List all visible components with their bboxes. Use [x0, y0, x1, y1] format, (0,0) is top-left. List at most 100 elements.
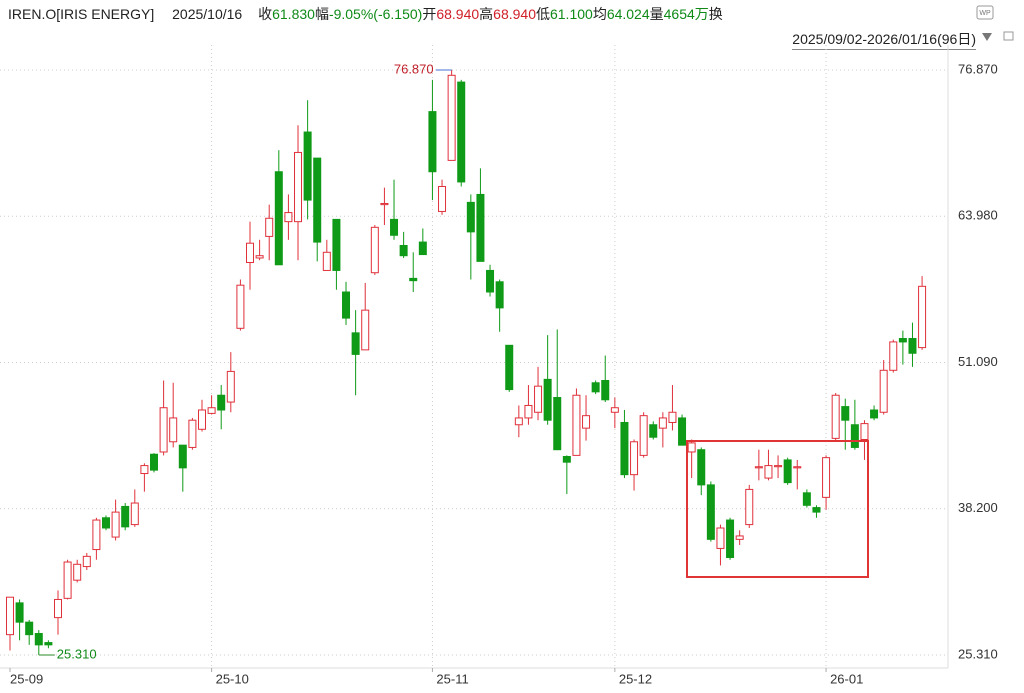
candle-body	[908, 338, 917, 354]
field-value: 61.100	[549, 6, 593, 22]
candle-body	[236, 284, 245, 329]
candle-body	[639, 415, 648, 456]
lock-icon[interactable]	[1003, 31, 1014, 41]
date-range[interactable]: 2025/09/02-2026/01/16(96日)	[792, 29, 976, 50]
candle-body	[5, 596, 14, 636]
candle-body	[418, 241, 427, 256]
candle-body	[831, 394, 840, 439]
candle-body	[524, 404, 533, 419]
candle-body	[399, 244, 408, 257]
min-label: 25.310	[57, 646, 97, 661]
candle-body	[82, 555, 91, 568]
candle-body	[457, 81, 466, 183]
field-label: 高	[479, 6, 494, 22]
field-label: 收	[258, 6, 273, 22]
candle-body	[73, 563, 82, 581]
candle-body	[697, 449, 706, 486]
candle-body	[678, 417, 687, 446]
field-label: 低	[535, 6, 550, 22]
candle-body	[620, 421, 629, 476]
candle-body	[53, 598, 62, 619]
candle-body	[361, 309, 370, 351]
candle-body	[783, 459, 792, 484]
candle-body	[149, 453, 158, 471]
candle-body	[889, 341, 898, 371]
candle-body	[726, 519, 735, 558]
quote-header: IREN.O[IRIS ENERGY] 2025/10/16 收61.830幅-…	[8, 4, 723, 24]
candle-body	[438, 185, 447, 212]
max-label: 76.870	[394, 61, 434, 76]
candle-body	[322, 251, 331, 271]
candle-body	[428, 111, 437, 173]
candle-body	[409, 277, 418, 282]
x-tick-label: 26-01	[830, 671, 863, 686]
candle-body	[169, 417, 178, 443]
candle-body	[274, 171, 283, 266]
candle-body	[34, 633, 43, 646]
candle-body	[601, 379, 610, 401]
candle-body	[265, 217, 274, 237]
candle-body	[92, 519, 101, 551]
candle-body	[582, 415, 591, 429]
candle-body	[25, 621, 34, 636]
field-label: 换	[708, 6, 723, 22]
candle-body	[505, 344, 514, 391]
candle-body	[745, 488, 754, 526]
candle-body	[130, 502, 139, 526]
candle-body	[332, 218, 341, 271]
candle-body	[841, 406, 850, 421]
candle-body	[121, 505, 130, 528]
candle-body	[380, 203, 389, 206]
candle-body	[735, 535, 744, 540]
candle-body	[822, 457, 831, 498]
candle-body	[879, 369, 888, 413]
y-tick-label: 76.870	[958, 61, 998, 76]
candle-body	[898, 338, 907, 343]
candle-body	[553, 397, 562, 451]
field-value: -9.05%(-6.150)	[328, 6, 423, 22]
field-label: 量	[649, 6, 664, 22]
x-tick-label: 25-12	[619, 671, 652, 686]
candle-body	[668, 411, 677, 423]
candle-body	[198, 409, 207, 430]
x-tick-label: 25-11	[436, 671, 468, 686]
candle-body	[812, 507, 821, 513]
candle-body	[534, 385, 543, 413]
candle-body	[466, 201, 475, 233]
candle-body	[918, 285, 927, 349]
field-value: 68.940	[493, 6, 536, 22]
candle-body	[63, 561, 72, 599]
candle-body	[159, 407, 168, 453]
x-tick-label: 25-10	[216, 671, 249, 686]
candle-body	[44, 642, 53, 646]
candle-body	[188, 419, 197, 448]
field-label: 幅	[314, 6, 329, 22]
candle-body	[255, 255, 264, 259]
field-label: 开	[422, 6, 437, 22]
y-tick-label: 51.090	[958, 354, 998, 369]
date: 2025/10/16	[172, 6, 243, 22]
candle-body	[217, 394, 226, 411]
candle-body	[716, 527, 725, 549]
y-tick-label: 25.310	[958, 646, 998, 661]
candle-body	[860, 423, 869, 440]
range-dropdown[interactable]	[982, 33, 992, 41]
candle-body	[754, 466, 763, 469]
candle-body	[774, 465, 783, 468]
y-tick-label: 38.200	[958, 500, 998, 515]
candle-body	[610, 407, 619, 413]
wp-icon-text: WP	[979, 10, 991, 17]
candle-body	[514, 417, 523, 426]
quote-fields: 收61.830幅-9.05%(-6.150)开68.940高68.940低61.…	[258, 6, 723, 22]
candle-body	[226, 370, 235, 403]
candle-body	[390, 218, 399, 236]
candle-body	[313, 157, 322, 243]
candle-body	[495, 281, 504, 309]
x-tick-label: 25-09	[10, 671, 43, 686]
candle-body	[351, 332, 360, 355]
field-value: 68.940	[436, 6, 480, 22]
candle-body	[793, 466, 802, 469]
wp-icon[interactable]	[976, 5, 994, 20]
candle-body	[111, 511, 120, 538]
